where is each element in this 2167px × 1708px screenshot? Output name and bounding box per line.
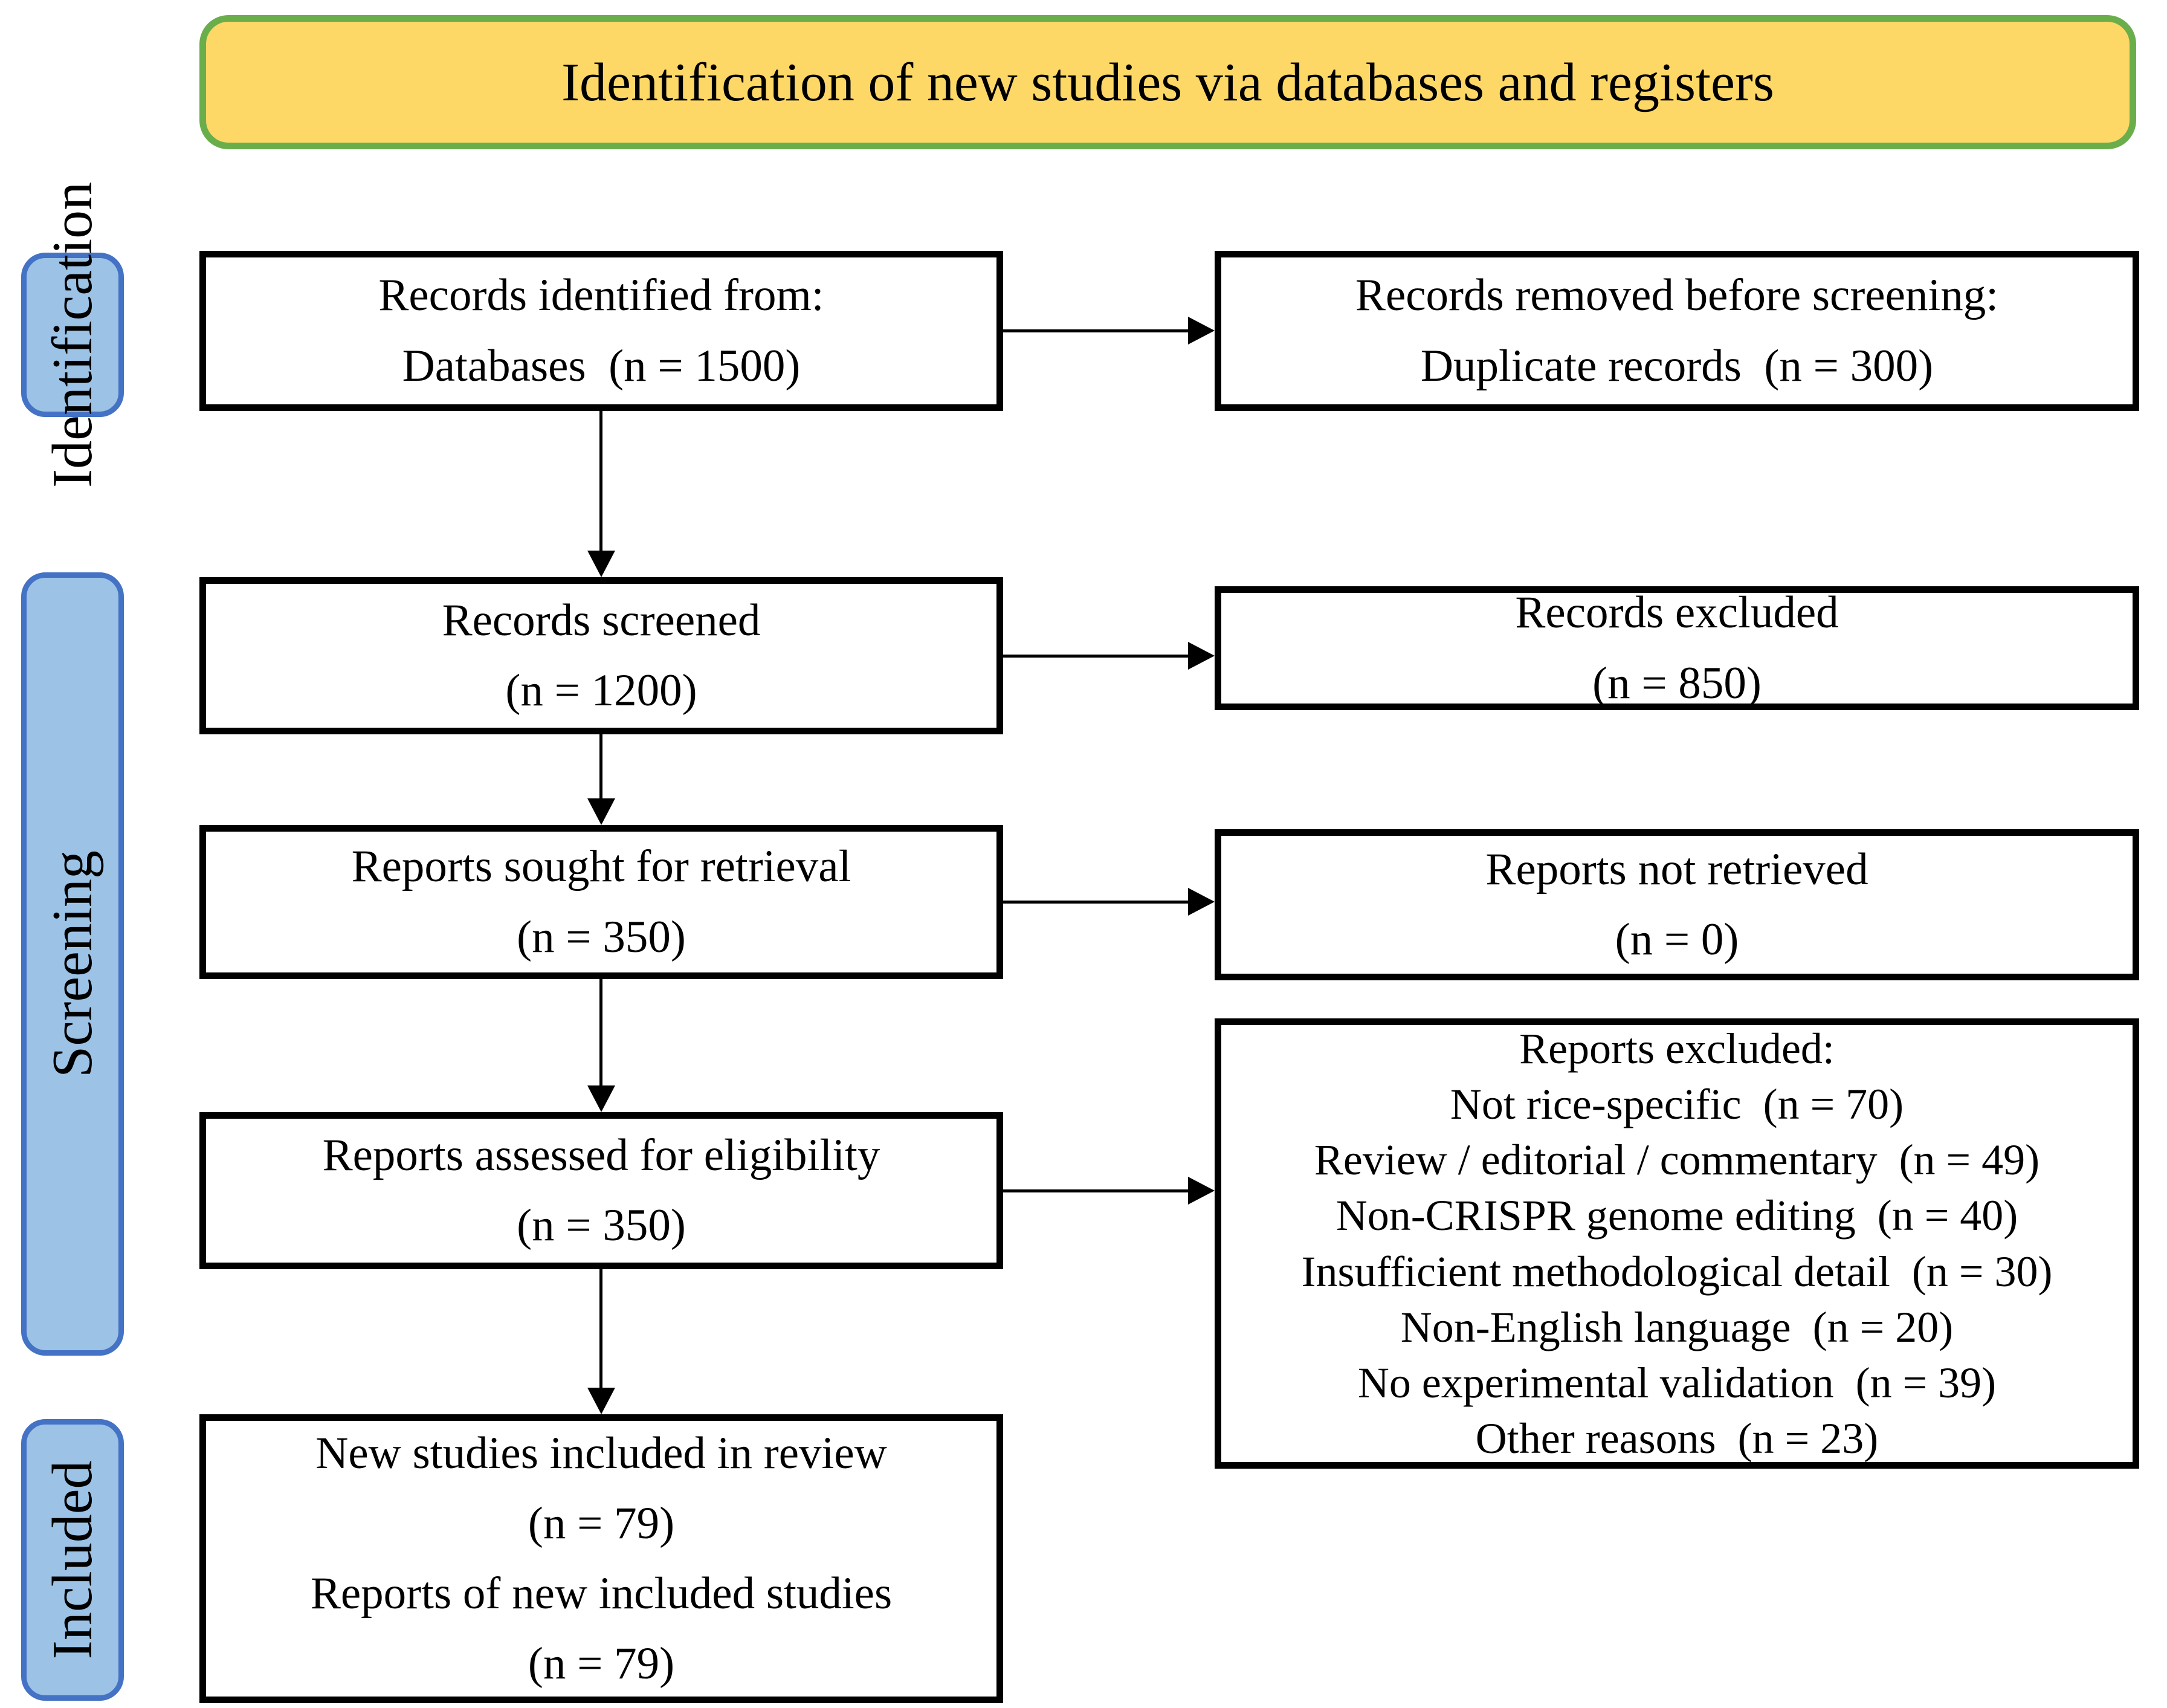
stage-identification-label: Identification bbox=[41, 181, 104, 488]
box-reports-excluded-line: No experimental validation (n = 39) bbox=[1357, 1358, 1997, 1407]
box-records-excluded-line: (n = 850) bbox=[1592, 658, 1762, 708]
connector-assessed-to-included bbox=[599, 1269, 602, 1389]
box-new-studies-included-line: New studies included in review bbox=[315, 1428, 887, 1478]
box-reports-sought-line: Reports sought for retrieval bbox=[351, 841, 851, 892]
box-new-studies-included-line: (n = 79) bbox=[528, 1498, 675, 1548]
box-records-identified-line: Records identified from: bbox=[378, 270, 824, 321]
box-new-studies-included-line: Reports of new included studies bbox=[310, 1568, 893, 1619]
box-records-screened-line: Records screened bbox=[442, 595, 761, 645]
connector-assessed-to-reports-excluded bbox=[1003, 1189, 1190, 1192]
box-reports-not-retrieved-line: (n = 0) bbox=[1615, 914, 1739, 965]
stage-included: Included bbox=[21, 1419, 124, 1701]
box-records-removed: Records removed before screening: Duplic… bbox=[1215, 251, 2139, 411]
arrowhead-sought-to-assessed bbox=[587, 1085, 615, 1112]
box-records-removed-line: Duplicate records (n = 300) bbox=[1420, 340, 1934, 391]
stage-identification: Identification bbox=[21, 182, 124, 488]
box-reports-excluded-line: Insufficient methodological detail (n = … bbox=[1301, 1247, 2053, 1296]
arrowhead-identified-to-removed bbox=[1188, 317, 1215, 345]
box-new-studies-included: New studies included in review (n = 79) … bbox=[199, 1414, 1003, 1703]
arrowhead-screened-to-sought bbox=[587, 798, 615, 825]
connector-identified-to-screened bbox=[599, 411, 602, 553]
box-reports-excluded-line: Not rice-specific (n = 70) bbox=[1450, 1080, 1904, 1129]
arrowhead-assessed-to-included bbox=[587, 1388, 615, 1414]
box-reports-assessed-line: (n = 350) bbox=[517, 1200, 686, 1250]
box-reports-assessed-line: Reports assessed for eligibility bbox=[322, 1130, 880, 1180]
box-reports-not-retrieved-line: Reports not retrieved bbox=[1485, 844, 1868, 894]
box-records-excluded: Records excluded (n = 850) bbox=[1215, 586, 2139, 710]
box-records-screened-line: (n = 1200) bbox=[505, 665, 697, 716]
arrowhead-assessed-to-reports-excluded bbox=[1188, 1177, 1215, 1205]
arrowhead-sought-to-not-retrieved bbox=[1188, 888, 1215, 916]
box-reports-excluded-line: Review / editorial / commentary (n = 49) bbox=[1314, 1136, 2040, 1185]
connector-screened-to-excluded bbox=[1003, 655, 1190, 658]
arrowhead-identified-to-screened bbox=[587, 551, 615, 577]
connector-sought-to-assessed bbox=[599, 979, 602, 1087]
connector-identified-to-removed bbox=[1003, 329, 1190, 332]
box-reports-not-retrieved: Reports not retrieved (n = 0) bbox=[1215, 829, 2139, 980]
box-reports-excluded-line: Other reasons (n = 23) bbox=[1475, 1414, 1879, 1463]
box-records-excluded-line: Records excluded bbox=[1515, 587, 1839, 638]
title-banner: Identification of new studies via databa… bbox=[199, 15, 2136, 149]
box-reports-sought: Reports sought for retrieval (n = 350) bbox=[199, 825, 1003, 979]
stage-screening-label: Screening bbox=[41, 850, 104, 1078]
box-reports-excluded-line: Non-CRISPR genome editing (n = 40) bbox=[1335, 1191, 2018, 1240]
stage-included-label: Included bbox=[41, 1460, 104, 1660]
connector-screened-to-sought bbox=[599, 734, 602, 800]
box-reports-assessed: Reports assessed for eligibility (n = 35… bbox=[199, 1112, 1003, 1269]
box-reports-sought-line: (n = 350) bbox=[517, 911, 686, 962]
box-records-identified: Records identified from: Databases (n = … bbox=[199, 251, 1003, 411]
arrowhead-screened-to-excluded bbox=[1188, 642, 1215, 670]
box-records-identified-line: Databases (n = 1500) bbox=[402, 340, 801, 391]
box-reports-excluded-line: Non-English language (n = 20) bbox=[1400, 1302, 1954, 1351]
box-reports-excluded: Reports excluded: Not rice-specific (n =… bbox=[1215, 1018, 2139, 1469]
stage-screening: Screening bbox=[21, 572, 124, 1356]
box-reports-excluded-line: Reports excluded: bbox=[1519, 1024, 1835, 1073]
box-new-studies-included-line: (n = 79) bbox=[528, 1638, 675, 1689]
box-records-removed-line: Records removed before screening: bbox=[1355, 270, 1999, 321]
connector-sought-to-not-retrieved bbox=[1003, 901, 1190, 904]
title-banner-label: Identification of new studies via databa… bbox=[561, 52, 1774, 112]
box-records-screened: Records screened (n = 1200) bbox=[199, 577, 1003, 734]
